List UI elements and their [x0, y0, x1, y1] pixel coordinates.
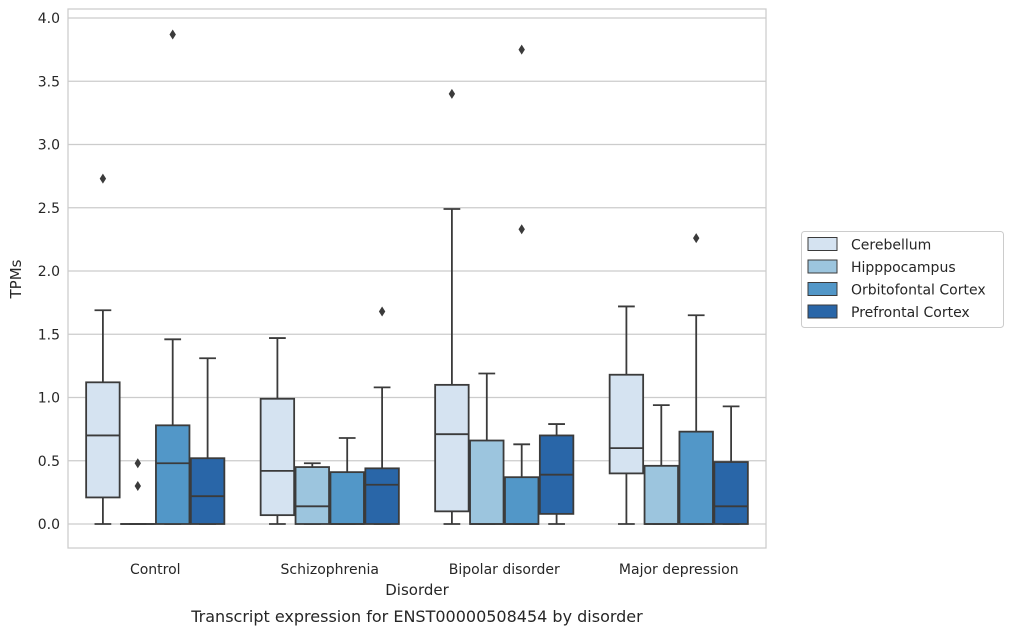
y-tick-labels: 0.0 0.5 1.0 1.5 2.0 2.5 3.0 3.5 4.0: [38, 11, 60, 533]
y-tick-label: 0.5: [38, 454, 60, 470]
box-0-1: [120, 458, 156, 525]
x-tick-labels: Control Schizophrenia Bipolar disorder Majo…: [130, 562, 739, 578]
box-0-0: [85, 173, 121, 525]
legend-swatch: [807, 282, 838, 296]
outlier-point: [134, 458, 141, 469]
outlier-point: [134, 481, 141, 492]
box-body: [189, 457, 226, 525]
box-body: [259, 397, 296, 517]
box-1-3: [364, 306, 400, 525]
x-tick-label: Major depression: [619, 562, 739, 578]
legend-frame: [801, 231, 1004, 328]
y-tick-label: 3.0: [38, 138, 60, 154]
outlier-point: [99, 173, 107, 184]
box-1-2: [329, 437, 365, 525]
box-2-0: [434, 88, 470, 525]
legend-swatch: [807, 304, 838, 319]
box-2-2: [504, 44, 540, 525]
y-tick-label: 2.0: [38, 264, 60, 280]
y-tick-label: 1.0: [38, 391, 60, 407]
box-body: [678, 430, 714, 525]
boxes: [85, 29, 749, 525]
legend-label: Cerebellum: [851, 238, 931, 254]
legend-swatch: [807, 237, 838, 251]
outlier-point: [693, 233, 700, 244]
x-axis-title: Disorder: [385, 581, 449, 599]
box-3-3: [713, 405, 749, 525]
outlier-point: [448, 88, 456, 99]
box-body: [364, 467, 400, 525]
box-2-1: [469, 372, 505, 525]
box-body: [469, 439, 505, 525]
box-body: [504, 476, 540, 525]
x-tick-label: Schizophrenia: [281, 562, 379, 578]
y-axis-title: TPMs: [7, 259, 25, 299]
legend-label: Prefrontal Cortex: [851, 305, 970, 321]
box-body: [329, 471, 365, 525]
x-tick-label: Bipolar disorder: [449, 562, 560, 578]
chart-caption: Transcript expression for ENST0000050845…: [190, 607, 643, 626]
box-body: [643, 464, 679, 525]
x-tick-label: Control: [130, 562, 181, 578]
outlier-point: [518, 224, 525, 235]
box-body: [294, 466, 330, 525]
box-3-2: [678, 233, 714, 525]
box-body: [608, 373, 645, 475]
box-3-0: [608, 305, 645, 525]
box-1-0: [259, 337, 296, 525]
y-tick-label: 3.5: [38, 74, 60, 90]
outlier-point: [518, 44, 525, 55]
outlier-point: [378, 306, 386, 317]
y-tick-label: 0.0: [38, 517, 60, 533]
y-tick-label: 2.5: [38, 201, 60, 217]
legend: Cerebellum Hipppocampus Orbitofontal Corte…: [801, 231, 1004, 328]
box-2-3: [538, 423, 575, 525]
box-0-2: [155, 29, 191, 525]
y-tick-label: 4.0: [38, 11, 60, 27]
outlier-point: [169, 29, 176, 40]
box-body: [155, 424, 191, 525]
box-body: [85, 381, 121, 499]
box-1-1: [294, 462, 330, 525]
legend-label: Orbitofontal Cortex: [851, 283, 986, 299]
box-3-1: [643, 404, 679, 525]
box-body: [713, 461, 749, 525]
legend-swatch: [807, 259, 838, 274]
plot-frame: [67, 8, 767, 549]
y-tick-label: 1.5: [38, 327, 60, 343]
box-body: [434, 383, 470, 513]
box-0-3: [189, 357, 226, 525]
legend-label: Hipppocampus: [851, 260, 956, 276]
